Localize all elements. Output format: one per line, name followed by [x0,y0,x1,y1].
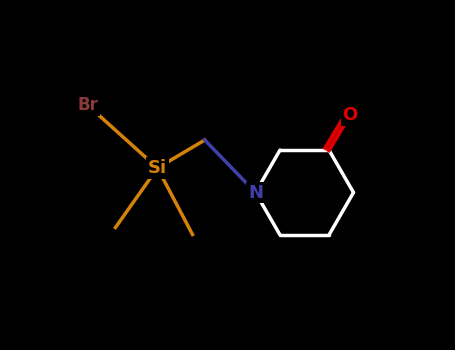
Text: N: N [248,183,263,202]
Text: Br: Br [77,96,98,114]
Text: Si: Si [148,159,167,177]
Text: O: O [342,106,358,124]
